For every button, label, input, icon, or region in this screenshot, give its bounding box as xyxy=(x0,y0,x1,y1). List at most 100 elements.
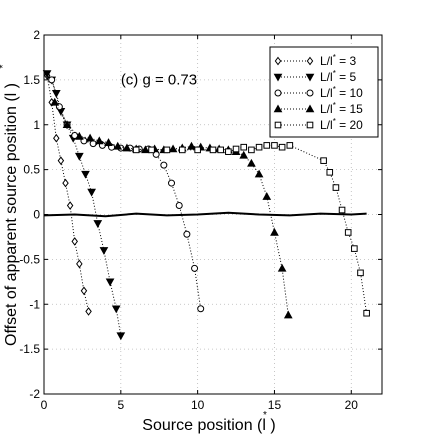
data-point xyxy=(132,146,140,154)
data-point xyxy=(286,142,294,149)
y-tick-label: 2 xyxy=(33,28,40,42)
chart-annotation: (c) g = 0.73 xyxy=(121,71,197,88)
data-point xyxy=(270,227,279,236)
legend-label: L/l* = 5 xyxy=(320,69,356,84)
data-point xyxy=(80,286,88,296)
data-point xyxy=(116,332,126,341)
data-point xyxy=(76,259,83,269)
data-point xyxy=(42,70,52,79)
data-point xyxy=(163,146,171,154)
legend-entry: L/l* = 10 xyxy=(274,85,363,100)
data-point xyxy=(104,138,113,146)
legend-label: L/l* = 15 xyxy=(320,101,363,116)
legend-marker xyxy=(274,56,282,66)
data-point xyxy=(262,192,272,200)
data-point xyxy=(326,169,334,176)
data-point xyxy=(48,76,56,84)
legend-label-main: L/l xyxy=(320,70,333,84)
series-5 xyxy=(43,211,367,218)
legend-label-main: L/l xyxy=(320,86,333,100)
data-point xyxy=(320,157,327,164)
y-tick-label: 0 xyxy=(33,208,40,222)
series-layer xyxy=(42,70,370,341)
series-4 xyxy=(132,142,370,317)
data-point xyxy=(247,158,256,167)
legend-label-superscript: * xyxy=(333,117,336,126)
data-point xyxy=(254,169,264,178)
legend-label-main: L/l xyxy=(320,54,333,68)
series-0 xyxy=(43,71,92,316)
legend-label: L/l* = 10 xyxy=(320,85,363,100)
legend-marker xyxy=(306,121,314,129)
legend-label-value: = 3 xyxy=(336,54,357,68)
data-point xyxy=(344,229,352,236)
legend-marker xyxy=(274,121,282,129)
x-tick-label: 0 xyxy=(41,398,48,412)
y-tick-label: 1 xyxy=(33,118,40,132)
x-axis-label-superscript: * xyxy=(263,410,267,421)
series-3 xyxy=(50,97,293,319)
series-line xyxy=(51,79,202,309)
data-point xyxy=(50,97,60,106)
series-1 xyxy=(42,70,126,341)
tick-layer: 0 5 10 15 20 -2 -1.5 -1 -0.5 0 0.5 1 1.5 2 xyxy=(19,28,382,412)
legend-marker xyxy=(305,104,315,113)
data-point xyxy=(66,201,74,210)
data-point xyxy=(81,170,90,179)
data-point xyxy=(338,206,346,214)
data-point xyxy=(85,307,92,316)
y-tick-label: 0.5 xyxy=(23,163,40,177)
y-tick-label: -2 xyxy=(29,387,40,401)
legend-label-main: L/l xyxy=(320,102,333,116)
data-point xyxy=(277,263,287,272)
data-point xyxy=(351,245,358,252)
data-point xyxy=(225,148,232,155)
data-point xyxy=(263,142,271,149)
data-point xyxy=(105,278,115,287)
series-2 xyxy=(48,76,205,313)
data-point xyxy=(217,146,224,154)
legend-entry: L/l* = 5 xyxy=(273,69,356,84)
x-axis-label: Source position (l ) xyxy=(142,417,275,434)
data-point xyxy=(283,310,293,319)
y-axis-label: Offset of apparent source position (l ) xyxy=(3,83,20,346)
data-point xyxy=(255,143,263,151)
data-point xyxy=(122,143,132,152)
legend-label-main: L/l xyxy=(320,118,333,132)
data-point xyxy=(113,141,123,150)
data-point xyxy=(191,264,199,272)
data-point xyxy=(175,202,183,210)
data-point xyxy=(53,133,60,143)
data-point xyxy=(85,133,95,142)
data-point xyxy=(240,143,248,151)
data-point xyxy=(209,146,217,154)
legend-label-value: = 20 xyxy=(336,118,363,132)
legend-marker xyxy=(273,104,283,113)
legend: L/l* = 3L/l* = 5L/l* = 10L/l* = 15L/l* =… xyxy=(269,46,379,138)
legend-marker xyxy=(305,73,315,82)
x-tick-label: 10 xyxy=(191,398,205,412)
data-point xyxy=(87,188,96,197)
data-point xyxy=(74,152,84,161)
data-point xyxy=(278,143,286,151)
data-point xyxy=(194,146,201,154)
data-point xyxy=(168,144,178,153)
legend-marker xyxy=(306,89,314,97)
y-axis-label-superscript: * xyxy=(0,65,9,69)
data-point xyxy=(148,146,155,154)
data-point xyxy=(357,269,364,277)
legend-label-superscript: * xyxy=(333,53,336,62)
legend-label-superscript: * xyxy=(333,101,336,110)
legend-marker xyxy=(273,73,283,82)
legend-label: L/l* = 20 xyxy=(320,117,363,132)
legend-entry: L/l* = 3 xyxy=(274,53,357,68)
data-point xyxy=(168,179,176,187)
legend-entry: L/l* = 15 xyxy=(273,101,363,116)
y-tick-label: 1.5 xyxy=(23,73,40,87)
data-point xyxy=(332,184,340,191)
data-point xyxy=(111,305,121,314)
data-point xyxy=(51,90,61,98)
y-tick-label: -1.5 xyxy=(19,342,40,356)
data-point xyxy=(74,131,84,140)
